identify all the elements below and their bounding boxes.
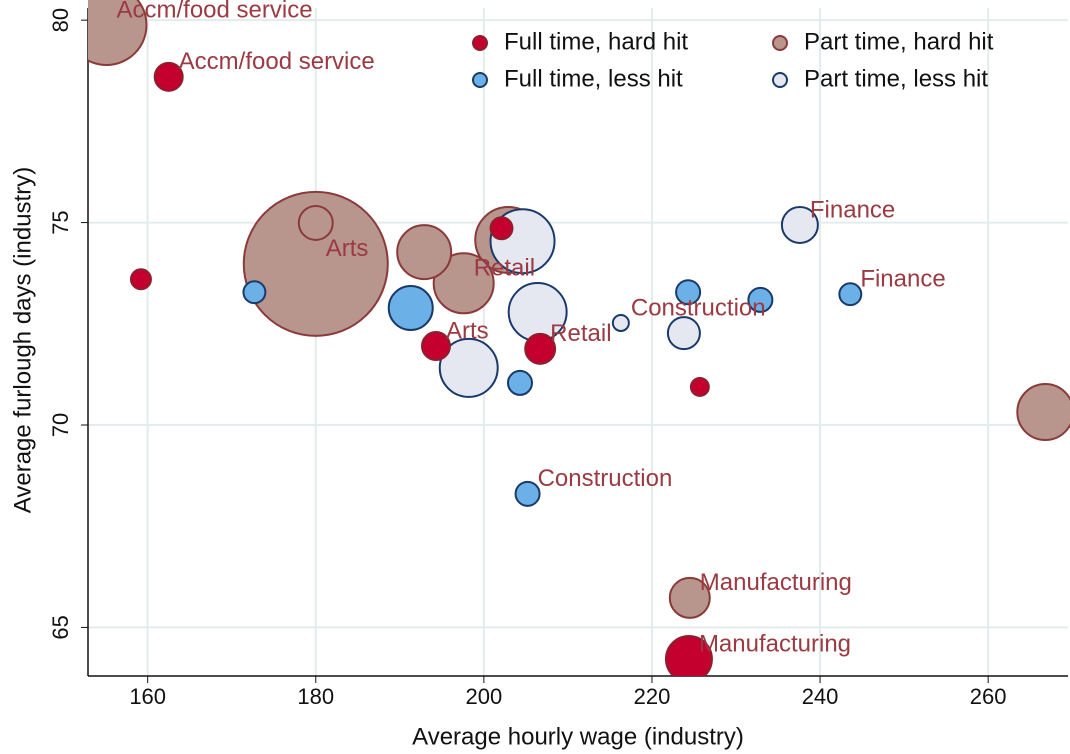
bubble — [689, 376, 710, 397]
bubble — [438, 337, 499, 398]
bubble — [666, 316, 701, 351]
legend-marker — [772, 35, 788, 51]
point-label: Retail — [550, 320, 611, 347]
y-tick-label: 65 — [48, 615, 73, 639]
point-label: Accm/food service — [179, 48, 375, 75]
bubble — [396, 224, 453, 281]
legend-label: Part time, hard hit — [804, 28, 994, 55]
bubble — [838, 282, 863, 307]
point-label: Construction — [631, 294, 766, 321]
bubble — [747, 286, 774, 313]
y-axis-title: Average furlough days (industry) — [9, 167, 36, 513]
point-label: Accm/food service — [116, 0, 312, 23]
bubble — [664, 635, 713, 676]
bubble — [675, 279, 702, 306]
bubble — [153, 61, 184, 92]
y-tick-label: 80 — [48, 8, 73, 32]
point-label: Manufacturing — [700, 569, 852, 596]
point-label: Retail — [474, 255, 535, 282]
legend-marker — [472, 72, 488, 88]
x-tick-label: 200 — [466, 684, 503, 709]
bubble — [242, 190, 389, 337]
y-tick-label: 70 — [48, 413, 73, 437]
bubble — [780, 205, 819, 244]
point-label: Arts — [326, 235, 369, 262]
point-label: Finance — [860, 266, 945, 293]
bubble — [524, 332, 557, 365]
bubble — [297, 205, 334, 241]
bubble — [514, 480, 541, 507]
point-label: Finance — [810, 196, 895, 223]
legend-label: Full time, hard hit — [504, 28, 688, 55]
points — [88, 0, 1070, 676]
x-tick-label: 160 — [129, 684, 166, 709]
point-label: Arts — [446, 317, 489, 344]
bubble — [420, 331, 451, 362]
legend-marker — [472, 35, 488, 51]
legend-label: Part time, less hit — [804, 65, 988, 92]
bubble — [1016, 383, 1070, 442]
bubble — [611, 313, 630, 332]
x-tick-label: 180 — [297, 684, 334, 709]
bubble — [88, 0, 148, 66]
bubble — [242, 280, 267, 305]
legend-label: Full time, less hit — [504, 65, 683, 92]
legend-marker — [772, 72, 788, 88]
bubble — [489, 216, 514, 241]
point-label: Manufacturing — [699, 630, 851, 657]
bubble — [387, 284, 434, 331]
x-tick-label: 240 — [802, 684, 839, 709]
x-axis-title: Average hourly wage (industry) — [412, 723, 744, 750]
x-tick-label: 260 — [970, 684, 1007, 709]
bubble — [507, 369, 534, 396]
x-tick-label: 220 — [634, 684, 671, 709]
point-label: Construction — [538, 465, 673, 492]
bubble — [668, 576, 711, 619]
bubble — [432, 252, 495, 315]
y-tick-label: 75 — [48, 210, 73, 234]
bubble — [129, 268, 152, 291]
